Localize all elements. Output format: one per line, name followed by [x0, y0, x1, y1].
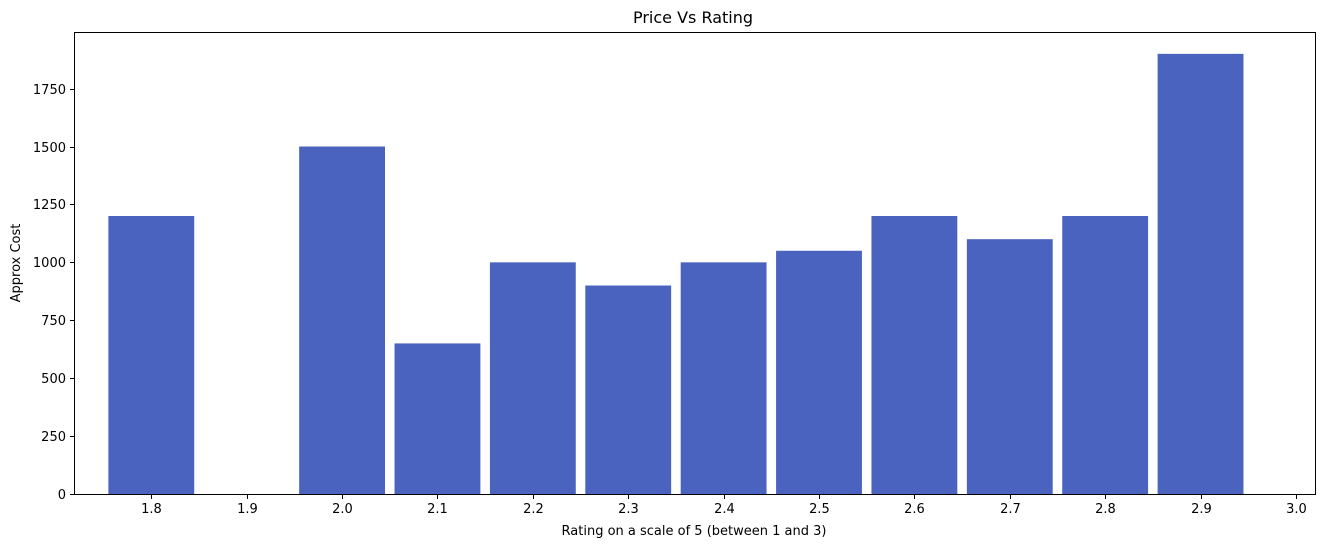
y-tick-label: 750 — [41, 314, 66, 329]
x-tick-label: 2.8 — [1095, 502, 1116, 517]
bar-2.1 — [394, 343, 481, 494]
y-tick-label: 1000 — [33, 256, 66, 271]
bar-2.2 — [489, 262, 576, 494]
y-tick-label: 0 — [58, 488, 66, 503]
x-tick-label: 3.0 — [1286, 502, 1307, 517]
plot-area-frame — [74, 32, 1316, 495]
bar-2.9 — [1157, 53, 1244, 494]
x-tick-label: 2.3 — [618, 502, 639, 517]
bar-2.4 — [680, 262, 767, 494]
bar-2 — [299, 146, 385, 494]
y-tick-label: 1750 — [33, 83, 66, 98]
bars-group — [108, 53, 1244, 494]
y-tick-label: 250 — [41, 430, 66, 445]
x-axis-title: Rating on a scale of 5 (between 1 and 3) — [562, 524, 827, 539]
x-tick-label: 2.6 — [904, 502, 925, 517]
y-axis-ticks: 0 250 500 750 1000 1250 1500 1750 — [33, 83, 75, 503]
y-axis-title: Approx Cost — [9, 224, 24, 303]
x-tick-label: 2.7 — [1000, 502, 1021, 517]
x-tick-label: 2.1 — [427, 502, 448, 517]
chart-title: Price Vs Rating — [633, 8, 753, 27]
bar-2.6 — [871, 216, 958, 494]
y-tick-label: 1250 — [33, 198, 66, 213]
x-tick-label: 2.9 — [1191, 502, 1212, 517]
x-tick-label: 1.9 — [237, 502, 258, 517]
x-tick-label: 2.4 — [714, 502, 735, 517]
bar-1.8 — [108, 216, 195, 494]
bar-2.5 — [776, 250, 862, 494]
y-tick-label: 500 — [41, 372, 66, 387]
x-tick-label: 1.8 — [141, 502, 162, 517]
x-tick-label: 2.2 — [523, 502, 544, 517]
x-tick-label: 2.5 — [809, 502, 830, 517]
bar-2.3 — [585, 285, 672, 494]
y-tick-label: 1500 — [33, 141, 66, 156]
bar-2.8 — [1062, 216, 1149, 494]
x-axis-ticks: 1.8 1.9 2.0 2.1 2.2 2.3 2.4 2.5 2.6 2.7 2.8 2.9 3.0 — [141, 494, 1307, 517]
bar-2.7 — [966, 239, 1053, 494]
x-tick-label: 2.0 — [332, 502, 353, 517]
